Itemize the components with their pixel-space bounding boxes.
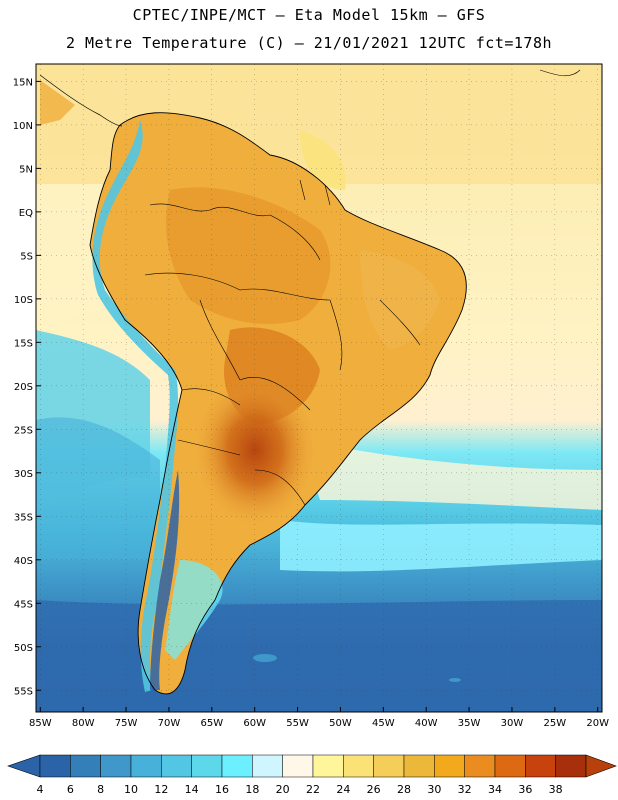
colorbar-swatch [373,754,405,778]
colorbar-label: 18 [245,783,259,796]
map-title-line-1: CPTEC/INPE/MCT – Eta Model 15km – GFS [132,6,486,24]
colorbar-label: 8 [97,783,104,796]
lon-label: 40W [415,718,438,729]
colorbar-swatch [70,754,101,778]
heat-maximum [195,375,315,525]
colorbar-swatch [39,754,71,778]
lat-label: 10N [13,121,33,132]
colorbar-label: 10 [124,783,138,796]
colorbar-swatch [464,754,496,778]
lon-label: 25W [544,718,567,729]
colorbar-label: 22 [306,783,320,796]
colorbar-label: 38 [549,783,563,796]
colorbar-high-arrow [585,754,617,778]
colorbar-label: 26 [367,783,381,796]
map-frame [35,63,603,713]
lat-label: EQ [19,208,33,219]
colorbar-label: 36 [518,783,532,796]
lat-label: 25S [14,425,33,436]
colorbar-swatch [282,754,314,778]
colorbar-label: 6 [67,783,74,796]
graticule [36,64,602,712]
lon-label: 35W [458,718,481,729]
colorbar-swatch [130,754,162,778]
colorbar-label: 4 [37,783,44,796]
lat-label: 50S [14,643,33,654]
colorbar-swatch [403,754,435,778]
lat-label: 40S [14,556,33,567]
lat-label: 30S [14,469,33,480]
lat-label: 15N [13,77,33,88]
lat-label: 10S [14,295,33,306]
colorbar-label: 28 [397,783,411,796]
map-title-line-2: 2 Metre Temperature (C) – 21/01/2021 12U… [65,34,553,52]
political-borders [144,179,421,506]
colorbar-swatch [555,754,587,778]
colorbar-swatch [221,754,253,778]
colorbar-swatch [191,754,223,778]
colorbar-label: 16 [215,783,229,796]
colorbar-label: 20 [276,783,290,796]
colorbar-swatch [252,754,283,778]
lat-label: 5N [19,164,33,175]
lat-label: 55S [14,686,33,697]
lat-label: 20S [14,382,33,393]
lon-label: 75W [115,718,138,729]
colorbar-label: 12 [154,783,168,796]
lon-label: 60W [243,718,266,729]
map-field [36,64,602,712]
colorbar-swatch [525,754,556,778]
lon-label: 55W [286,718,309,729]
colorbar-label: 14 [185,783,199,796]
andes-cold-ridge [92,120,179,692]
colorbar-label: 30 [427,783,441,796]
lon-label: 65W [200,718,223,729]
lon-label: 85W [29,718,52,729]
colorbar-label: 34 [488,783,502,796]
lon-label: 30W [501,718,524,729]
latitude-axis: 15N 10N 5N EQ 5S 10S 15S 20S 25S 30S 35S 40S 45S 50S 5… [13,77,41,697]
lon-label: 20W [586,718,609,729]
lat-label: 5S [20,251,33,262]
colorbar-swatch [161,754,192,778]
colorbar-swatch [434,754,465,778]
longitude-axis: 85W 80W 75W 70W 65W 60W 55W 50W 45W 40W 35W 30W 25W 2… [29,707,609,729]
colorbar-low-arrow [7,754,41,778]
temperature-colorbar: 4 6 8 10 12 14 16 18 20 22 24 26 28 30 32 34 36 38 [7,754,617,796]
falkland-islands [253,654,277,662]
colorbar-swatch [494,754,526,778]
colorbar-label: 24 [336,783,350,796]
lon-label: 45W [372,718,395,729]
lon-label: 70W [158,718,181,729]
lat-label: 35S [14,512,33,523]
lat-label: 15S [14,338,33,349]
colorbar-swatch [312,754,344,778]
colorbar-swatch [100,754,132,778]
colorbar-swatch [343,754,374,778]
lon-label: 80W [72,718,95,729]
lon-label: 50W [329,718,352,729]
colorbar-label: 32 [458,783,472,796]
lat-label: 45S [14,599,33,610]
